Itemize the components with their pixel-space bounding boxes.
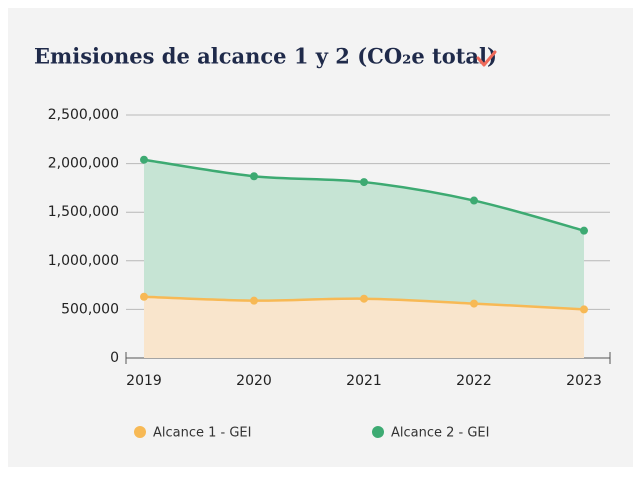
legend-marker <box>372 426 384 438</box>
y-tick-label: 2,000,000 <box>48 156 119 172</box>
area <box>144 296 584 358</box>
y-tick-label: 1,500,000 <box>48 204 119 220</box>
point <box>580 305 588 314</box>
y-tick-label: 1,000,000 <box>48 253 119 269</box>
x-tick-label: 2020 <box>236 373 272 389</box>
point <box>580 226 588 235</box>
legend-marker <box>134 426 146 438</box>
x-tick-label: 2023 <box>566 373 602 389</box>
x-tick-label: 2019 <box>126 373 162 389</box>
point <box>360 294 368 303</box>
point <box>360 178 368 187</box>
x-tick-label: 2022 <box>456 373 492 389</box>
y-tick-label: 0 <box>110 350 119 366</box>
point <box>470 299 478 308</box>
legend-label: Alcance 2 - GEI <box>391 426 489 441</box>
point <box>470 196 478 205</box>
point <box>250 172 258 181</box>
y-tick-label: 500,000 <box>61 301 119 317</box>
chart-title: Emisiones de alcance 1 y 2 (CO₂e total) <box>34 44 497 69</box>
legend-label: Alcance 1 - GEI <box>153 426 251 441</box>
point <box>250 296 258 305</box>
point <box>140 292 148 301</box>
y-tick-label: 2,500,000 <box>48 107 119 123</box>
x-tick-label: 2021 <box>346 373 382 389</box>
check-icon <box>476 50 497 67</box>
point <box>140 155 148 164</box>
